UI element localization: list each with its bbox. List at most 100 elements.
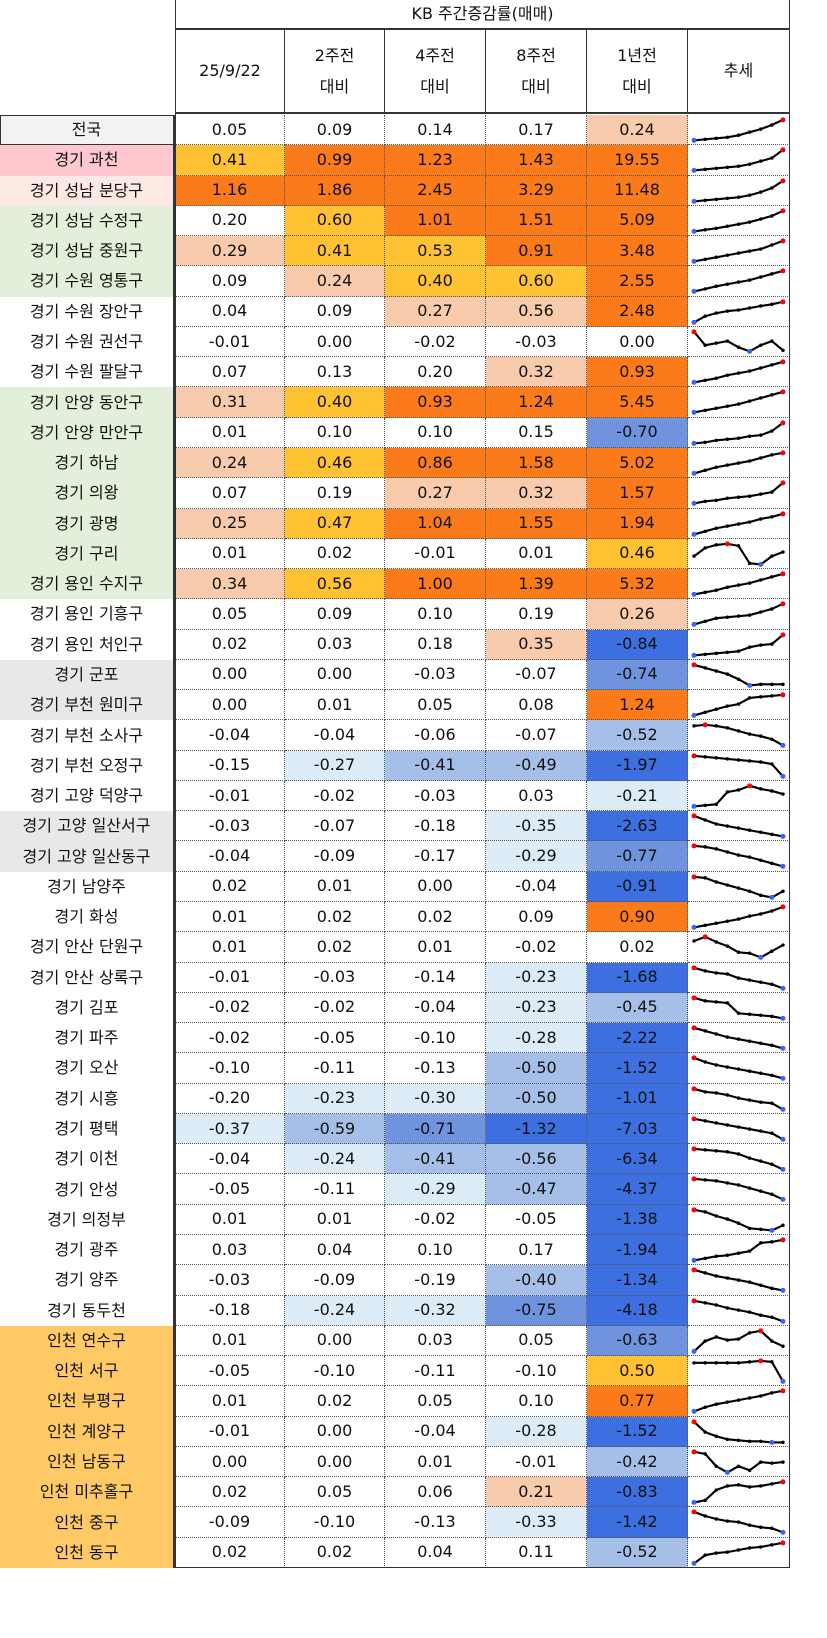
- sparkline-point: [758, 1460, 763, 1464]
- region-name: 경기 부천 원미구: [0, 690, 175, 721]
- sparkline-point: [714, 1121, 719, 1125]
- sparkline-point: [703, 1514, 707, 1519]
- sparkline-high-point: [780, 420, 786, 426]
- sparkline-path: [693, 421, 784, 445]
- trend-sparkline: [688, 659, 790, 691]
- sparkline-point: [781, 348, 785, 352]
- value-cell: 0.09: [285, 296, 385, 327]
- sparkline-high-point: [780, 692, 786, 698]
- value-cell: 0.01: [175, 1386, 285, 1417]
- sparkline-point: [725, 790, 730, 794]
- region-name: 경기 고양 일산동구: [0, 841, 175, 872]
- sparkline-point: [703, 227, 707, 232]
- sparkline-high-point: [691, 1146, 697, 1152]
- sparkline-point: [758, 1227, 763, 1231]
- value-cell: -0.03: [385, 659, 486, 691]
- sparkline-point: [703, 818, 707, 822]
- sparkline-point: [725, 1305, 730, 1310]
- sparkline-low-point: [758, 561, 764, 567]
- sparkline-point: [714, 822, 719, 827]
- region-name: 경기 성남 분당구: [0, 175, 175, 206]
- region-name: 경기 용인 기흥구: [0, 599, 175, 630]
- sparkline-point: [758, 1394, 763, 1399]
- sparkline-point: [770, 302, 774, 306]
- trend-sparkline: [688, 1356, 790, 1387]
- column-header: 4주전 대비: [385, 29, 486, 114]
- sparkline-path: [693, 1329, 784, 1353]
- sparkline-point: [736, 886, 741, 890]
- value-cell: 0.40: [385, 266, 486, 297]
- sparkline-path: [693, 1178, 784, 1201]
- sparkline-point: [714, 284, 719, 289]
- sparkline-point: [770, 862, 774, 866]
- region-name: 경기 수원 영통구: [0, 266, 175, 297]
- sparkline-point: [770, 123, 774, 127]
- sparkline-chart: [691, 450, 786, 476]
- sparkline-low-point: [780, 1106, 786, 1112]
- sparkline-point: [736, 853, 741, 858]
- value-cell: 0.56: [486, 296, 587, 327]
- sparkline-point: [703, 666, 707, 670]
- value-cell: -0.28: [486, 1023, 587, 1054]
- sparkline-point: [770, 1192, 774, 1197]
- value-cell: -0.04: [486, 871, 587, 903]
- trend-sparkline: [688, 690, 790, 721]
- sparkline-point: [770, 761, 774, 766]
- value-cell: 0.00: [175, 659, 285, 691]
- sparkline-point: [747, 1039, 752, 1044]
- region-name: 경기 광주: [0, 1234, 175, 1266]
- sparkline-point: [770, 272, 774, 277]
- value-cell: 2.45: [385, 175, 486, 206]
- sparkline-point: [692, 724, 696, 728]
- value-cell: -0.19: [385, 1265, 486, 1296]
- sparkline-point: [747, 434, 752, 438]
- sparkline-point: [714, 802, 719, 807]
- value-cell: -0.10: [175, 1053, 285, 1084]
- region-name: 인천 서구: [0, 1356, 175, 1387]
- value-cell: -0.04: [175, 1144, 285, 1175]
- sparkline-chart: [691, 268, 786, 295]
- value-cell: 1.23: [385, 145, 486, 176]
- value-cell: 0.41: [175, 145, 285, 176]
- sparkline-point: [714, 438, 719, 442]
- value-cell: -0.63: [587, 1325, 688, 1357]
- sparkline-point: [703, 343, 707, 347]
- sparkline-point: [770, 1101, 774, 1105]
- sparkline-point: [747, 369, 752, 373]
- sparkline-point: [714, 1335, 719, 1339]
- sparkline-low-point: [691, 1500, 697, 1506]
- sparkline-point: [714, 879, 719, 884]
- value-cell: 0.01: [385, 1446, 486, 1478]
- region-name: 경기 과천: [0, 145, 175, 176]
- sparkline-high-point: [780, 904, 786, 910]
- region-name: 경기 부천 소사구: [0, 720, 175, 751]
- sparkline-point: [747, 1280, 752, 1285]
- sparkline-point: [736, 1438, 741, 1442]
- region-name: 경기 안산 상록구: [0, 962, 175, 993]
- region-name: 경기 이천: [0, 1144, 175, 1175]
- value-cell: -1.38: [587, 1204, 688, 1235]
- sparkline-point: [714, 376, 719, 381]
- sparkline-point: [736, 826, 741, 831]
- sparkline-point: [703, 968, 707, 973]
- value-cell: -0.35: [486, 811, 587, 842]
- sparkline-point: [736, 436, 741, 440]
- sparkline-point: [747, 951, 752, 956]
- trend-sparkline: [688, 599, 790, 630]
- sparkline-point: [747, 1309, 752, 1314]
- sparkline-point: [703, 1089, 707, 1094]
- sparkline-point: [725, 1361, 730, 1365]
- value-cell: 5.32: [587, 569, 688, 600]
- sparkline-point: [703, 710, 707, 715]
- sparkline-point: [736, 1307, 741, 1312]
- trend-sparkline: [688, 1537, 790, 1568]
- value-cell: 0.01: [175, 1325, 285, 1357]
- sparkline-path: [693, 239, 784, 263]
- value-cell: -0.83: [587, 1477, 688, 1508]
- sparkline-high-point: [691, 1207, 697, 1213]
- value-cell: 0.05: [175, 599, 285, 630]
- value-cell: -0.07: [285, 811, 385, 842]
- region-name: 경기 성남 중원구: [0, 236, 175, 267]
- sparkline-point: [703, 1429, 707, 1434]
- trend-sparkline: [688, 1174, 790, 1205]
